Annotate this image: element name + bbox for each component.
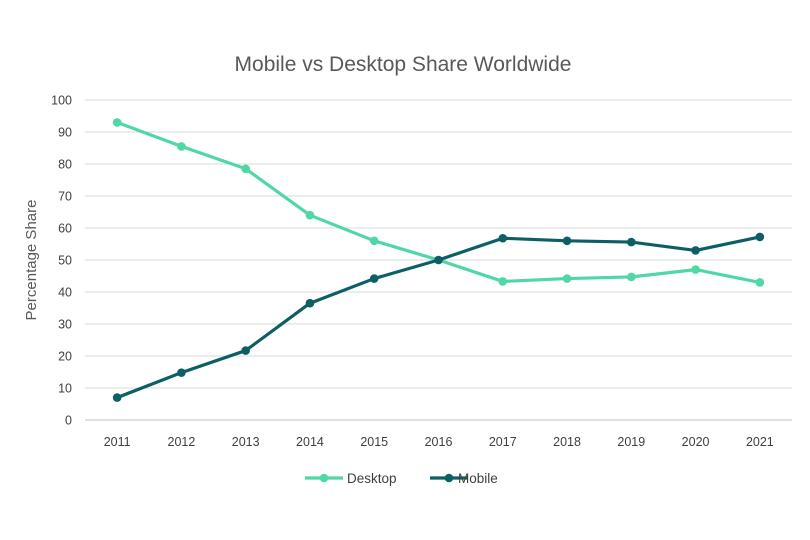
y-tick-label: 10 [58, 382, 72, 396]
y-tick-label: 40 [58, 286, 72, 300]
x-tick-label: 2015 [360, 435, 388, 449]
legend-swatch-marker [444, 473, 454, 483]
x-tick-label: 2018 [553, 435, 581, 449]
x-tick-label: 2016 [425, 435, 453, 449]
x-tick-label: 2014 [296, 435, 324, 449]
y-tick-label: 90 [58, 126, 72, 140]
y-tick-labels: 0 10 20 30 40 50 60 70 80 90 100 [51, 94, 72, 428]
data-point-mobile [305, 298, 315, 308]
legend-item-mobile: Mobile [430, 471, 498, 486]
data-point-mobile [177, 368, 186, 377]
data-point-desktop [369, 236, 379, 246]
legend-swatch-marker [319, 473, 329, 483]
data-point-desktop [562, 274, 572, 283]
x-tick-label: 2020 [682, 435, 710, 449]
data-point-desktop [305, 210, 315, 220]
data-point-mobile [369, 274, 379, 283]
legend-item-desktop: Desktop [305, 471, 397, 486]
x-tick-label: 2013 [232, 435, 260, 449]
y-tick-label: 20 [58, 350, 72, 364]
data-point-mobile [434, 255, 443, 265]
data-point-desktop [627, 272, 636, 282]
data-point-mobile [112, 393, 122, 402]
data-point-desktop [241, 164, 250, 174]
data-point-mobile [627, 237, 636, 247]
data-point-mobile [755, 232, 765, 242]
series-lines [112, 118, 765, 402]
data-point-desktop [691, 265, 700, 274]
legend-label: Desktop [347, 471, 397, 486]
x-tick-label: 2017 [489, 435, 517, 449]
data-point-mobile [562, 236, 572, 246]
x-tick-labels: 2011 2012 2013 2014 2015 2016 2017 2018 2019 2020… [104, 435, 774, 449]
y-tick-label: 100 [51, 94, 72, 108]
y-tick-label: 70 [58, 190, 72, 204]
y-tick-label: 80 [58, 158, 72, 172]
data-point-desktop [177, 142, 186, 151]
x-tick-label: 2012 [168, 435, 196, 449]
data-point-mobile [498, 233, 508, 243]
y-tick-label: 50 [58, 254, 72, 268]
legend-label: Mobile [458, 471, 498, 486]
y-tick-label: 60 [58, 222, 72, 236]
y-axis-label: Percentage Share [23, 200, 40, 321]
x-tick-label: 2021 [746, 435, 774, 449]
data-point-desktop [755, 278, 765, 287]
data-point-mobile [241, 346, 250, 355]
x-tick-label: 2011 [104, 435, 131, 449]
x-tick-label: 2019 [617, 435, 645, 449]
data-point-mobile [691, 246, 700, 255]
y-tick-label: 0 [65, 414, 72, 428]
data-point-desktop [112, 118, 122, 127]
data-point-desktop [498, 277, 508, 286]
chart-title: Mobile vs Desktop Share Worldwide [235, 53, 572, 76]
y-tick-label: 30 [58, 318, 72, 332]
legend: Desktop Mobile [305, 471, 498, 486]
